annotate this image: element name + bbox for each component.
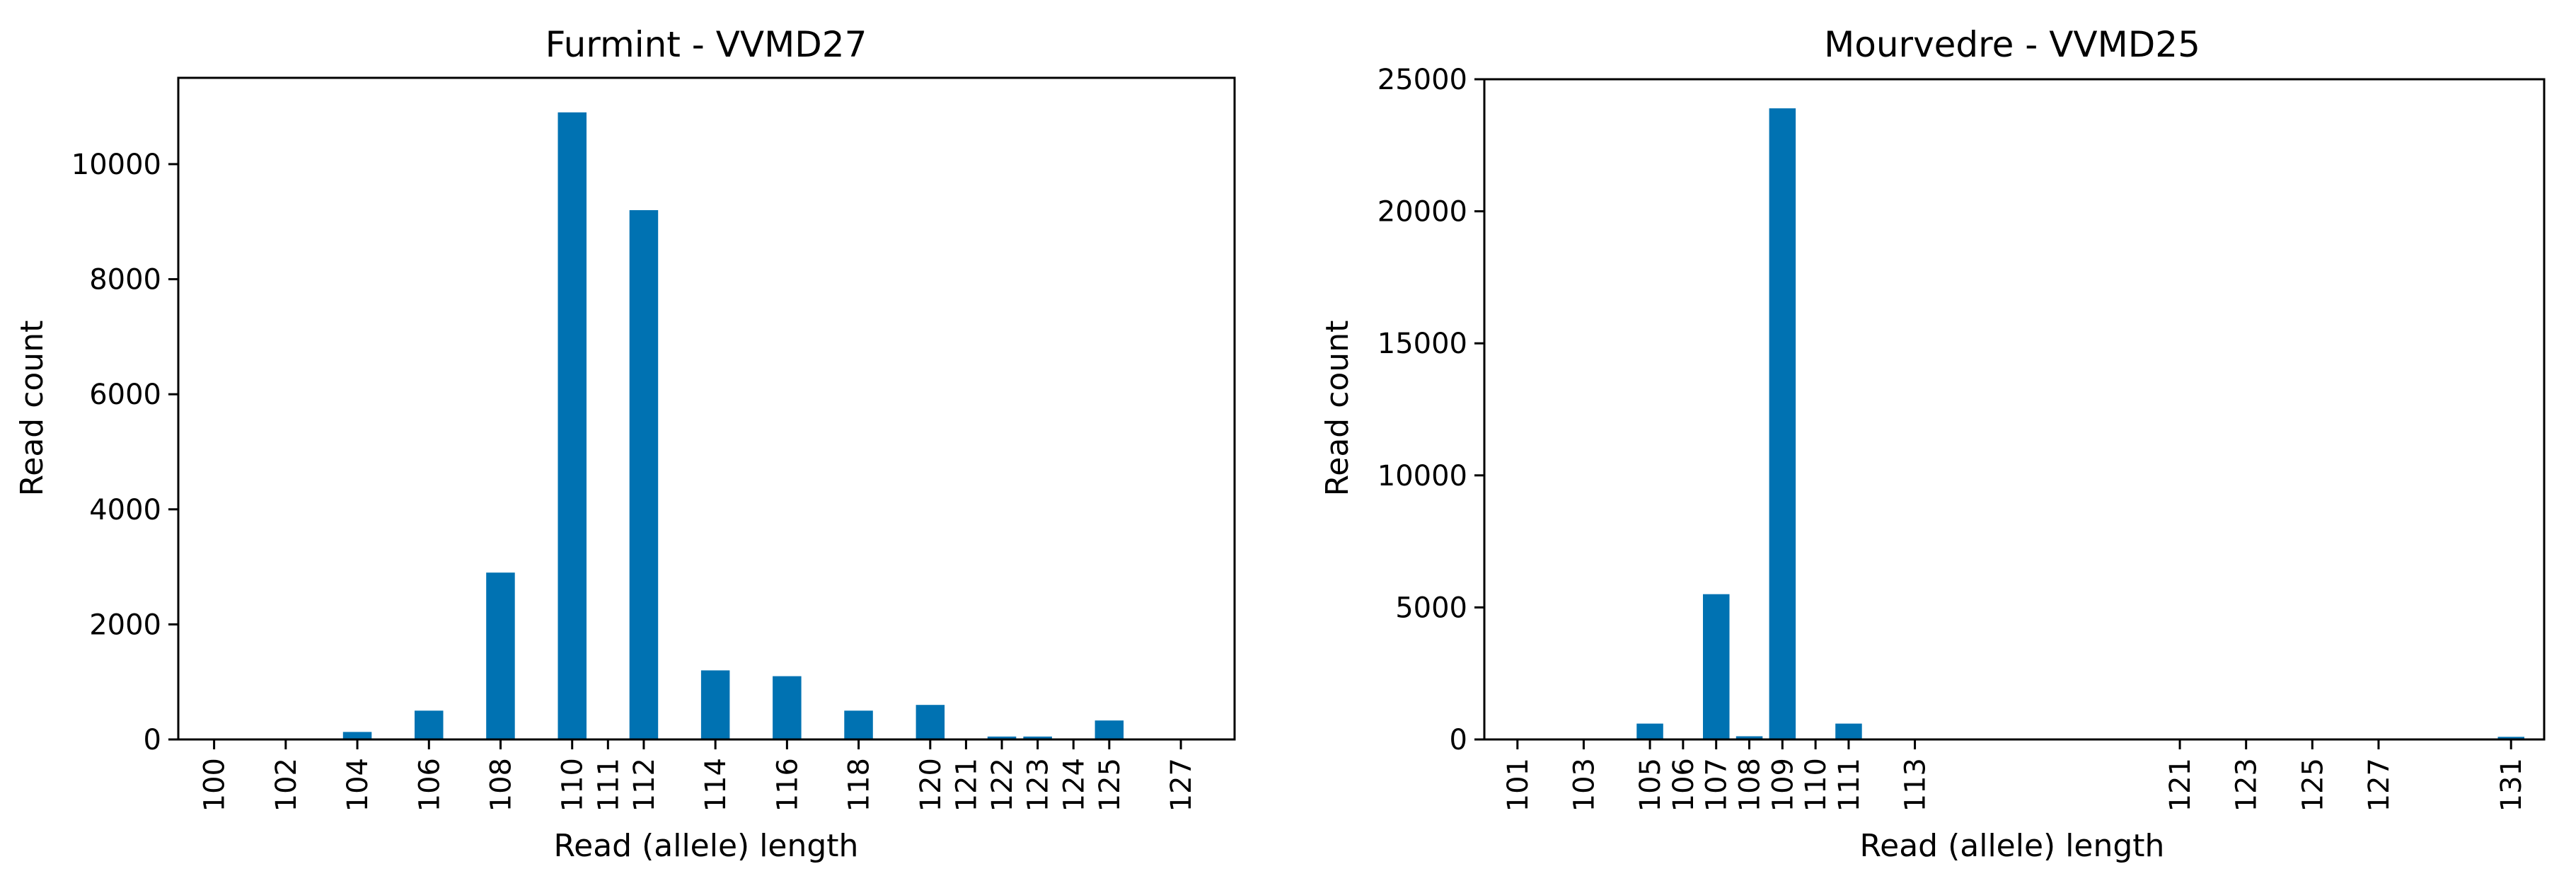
x-tick-label: 111 xyxy=(1833,758,1866,812)
x-tick-label: 120 xyxy=(915,758,947,812)
y-tick-label: 4000 xyxy=(89,494,161,526)
x-tick-label: 123 xyxy=(1022,758,1055,812)
x-tick-label: 125 xyxy=(1094,758,1126,812)
y-tick-label: 15000 xyxy=(1377,328,1467,360)
x-tick-label: 122 xyxy=(986,758,1019,812)
y-axis-ticks: 0 5000 10000 15000 20000 25000 xyxy=(1377,64,1484,756)
y-tick-label: 20000 xyxy=(1377,196,1467,229)
x-tick-label: 105 xyxy=(1634,758,1667,812)
x-tick-label: 124 xyxy=(1058,758,1090,812)
bar-group xyxy=(1504,108,2524,740)
y-tick-label: 6000 xyxy=(89,379,161,411)
x-axis-ticks: 101 103 105 106 107 108 109 110 111 113 121 123 125 1… xyxy=(1502,739,2528,812)
bar-108 xyxy=(1735,736,1763,739)
x-axis-ticks: 100 102 104 106 108 110 111 112 114 116 118 120 121 1… xyxy=(199,739,1198,812)
x-tick-label: 118 xyxy=(843,758,876,812)
chart-title: Mourvedre - VVMD25 xyxy=(1824,24,2200,65)
x-tick-label: 112 xyxy=(628,758,661,812)
y-tick-label: 8000 xyxy=(89,264,161,296)
x-tick-label: 131 xyxy=(2495,758,2528,812)
bar-105 xyxy=(1636,723,1663,739)
x-tick-label: 104 xyxy=(342,758,374,812)
x-tick-label: 127 xyxy=(2363,758,2396,812)
bar-118 xyxy=(844,710,873,739)
y-axis-label: Read count xyxy=(1319,321,1356,497)
bar-108 xyxy=(486,572,515,739)
x-tick-label: 110 xyxy=(1800,758,1832,812)
bar-109 xyxy=(1769,108,1796,740)
x-tick-label: 102 xyxy=(270,758,303,812)
y-tick-label: 5000 xyxy=(1395,592,1467,624)
bar-110 xyxy=(558,112,587,740)
bar-111 xyxy=(1835,723,1862,739)
x-tick-label: 113 xyxy=(1900,758,1932,812)
x-axis-label: Read (allele) length xyxy=(554,828,859,864)
x-tick-label: 127 xyxy=(1165,758,1198,812)
x-tick-label: 106 xyxy=(413,758,446,812)
y-tick-label: 10000 xyxy=(71,149,161,181)
x-tick-label: 108 xyxy=(1734,758,1767,812)
x-tick-label: 125 xyxy=(2297,758,2329,812)
y-tick-label: 0 xyxy=(1450,724,1467,756)
bar-116 xyxy=(773,676,802,739)
bar-group xyxy=(200,112,1196,740)
chart-title: Furmint - VVMD27 xyxy=(545,24,867,65)
x-tick-label: 123 xyxy=(2231,758,2263,812)
bar-122 xyxy=(987,736,1017,739)
x-tick-label: 109 xyxy=(1767,758,1799,812)
x-tick-label: 106 xyxy=(1668,758,1700,812)
plot-frame xyxy=(177,76,1236,741)
bar-112 xyxy=(629,210,659,739)
bar-107 xyxy=(1703,594,1730,739)
x-tick-label: 103 xyxy=(1568,758,1600,812)
x-tick-label: 100 xyxy=(199,758,231,812)
bar-125 xyxy=(1094,720,1124,739)
bar-114 xyxy=(700,670,730,739)
x-tick-label: 121 xyxy=(2164,758,2197,812)
bar-123 xyxy=(1023,736,1052,739)
plot-frame xyxy=(1483,78,2546,741)
y-axis-ticks: 0 2000 4000 6000 8000 10000 xyxy=(71,149,178,756)
y-tick-label: 25000 xyxy=(1377,64,1467,96)
x-tick-label: 114 xyxy=(700,758,732,812)
y-axis-label: Read count xyxy=(14,321,50,497)
x-tick-label: 111 xyxy=(592,758,625,812)
bar-120 xyxy=(916,705,945,739)
bar-131 xyxy=(2497,737,2524,739)
y-tick-label: 10000 xyxy=(1377,460,1467,492)
x-tick-label: 108 xyxy=(485,758,517,812)
chart-mourvedre-vvmd25: Mourvedre - VVMD25 Read (allele) length … xyxy=(1319,24,2546,864)
x-tick-label: 116 xyxy=(771,758,804,812)
x-tick-label: 107 xyxy=(1701,758,1733,812)
bar-106 xyxy=(415,710,444,739)
x-tick-label: 101 xyxy=(1502,758,1535,812)
y-tick-label: 2000 xyxy=(89,609,161,641)
x-tick-label: 110 xyxy=(557,758,589,812)
chart-furmint-vvmd27: Furmint - VVMD27 Read (allele) length Re… xyxy=(14,24,1236,864)
x-tick-label: 121 xyxy=(950,758,983,812)
y-tick-label: 0 xyxy=(144,724,161,756)
x-axis-label: Read (allele) length xyxy=(1860,828,2165,864)
bar-104 xyxy=(342,732,372,739)
